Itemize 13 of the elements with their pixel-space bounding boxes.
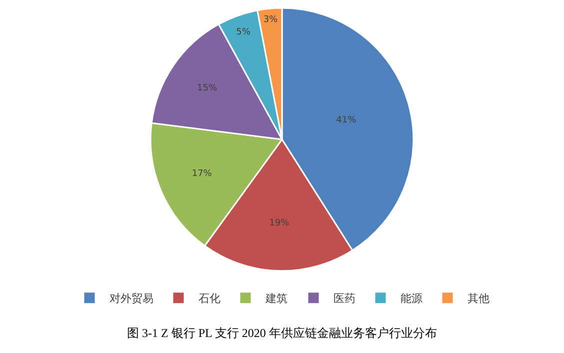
legend-label: 能源 — [400, 292, 422, 306]
data-label: 41% — [336, 116, 357, 126]
caption: 图 3-1 Z 银行 PL 支行 2020 年供应链金融业务客户行业分布 — [127, 326, 437, 340]
data-label: 17% — [192, 169, 212, 180]
data-label: 19% — [269, 218, 290, 229]
legend-label: 对外贸易 — [110, 292, 154, 306]
legend-label: 建筑 — [264, 292, 288, 306]
legend-label: 石化 — [198, 292, 220, 306]
data-label: 5% — [236, 28, 251, 38]
data-label: 3% — [263, 14, 278, 25]
legend-label: 其他 — [468, 292, 490, 306]
data-label: 15% — [197, 84, 218, 94]
legend-label: 医药 — [334, 292, 356, 306]
